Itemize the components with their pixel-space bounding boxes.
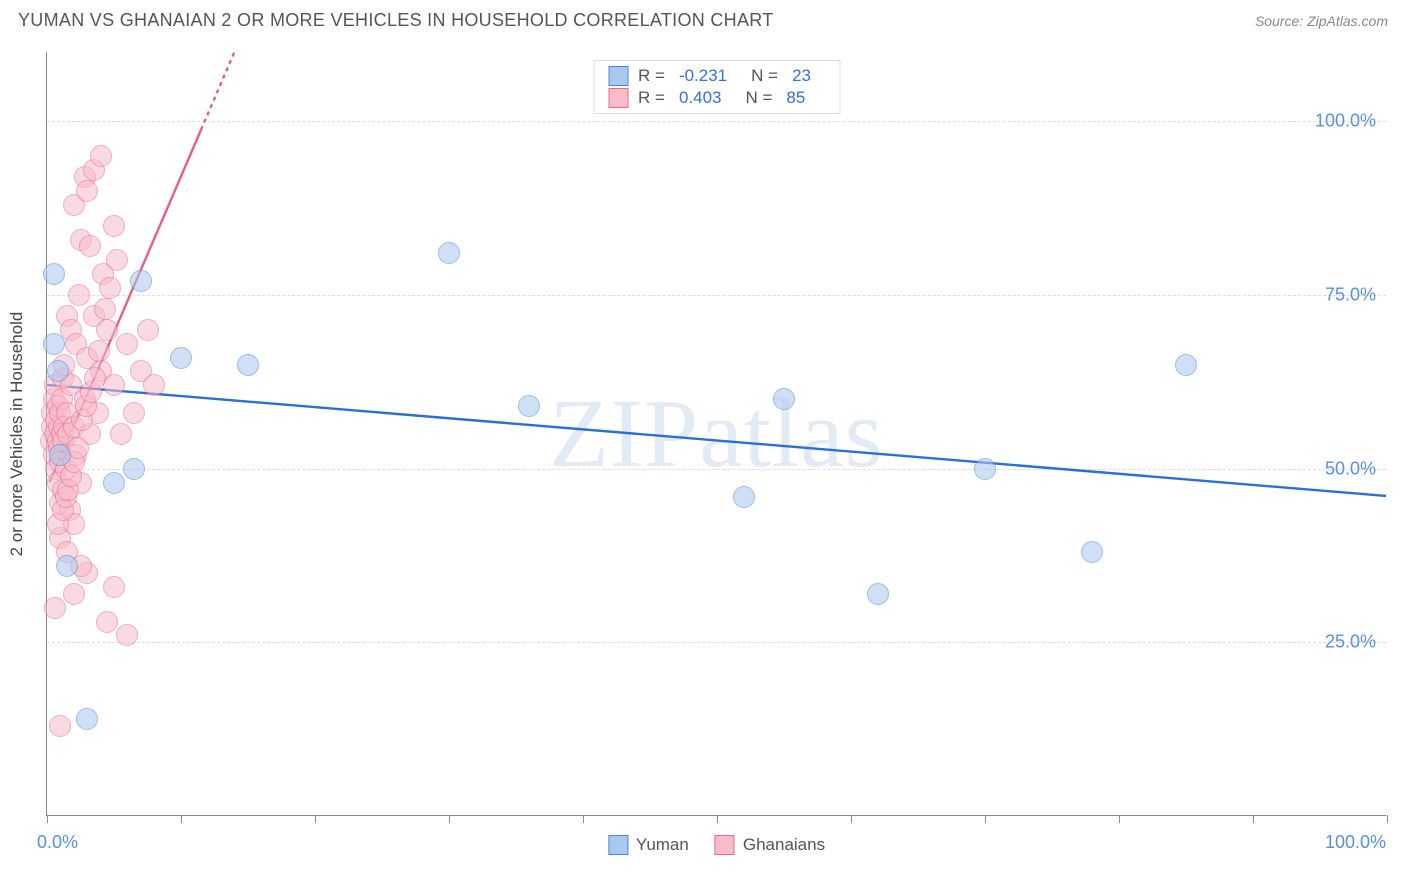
scatter-point-ghanaians: [99, 277, 121, 299]
r-value-ghanaians: 0.403: [679, 88, 722, 108]
scatter-point-ghanaians: [116, 624, 138, 646]
correlation-legend: R = -0.231 N = 23 R = 0.403 N = 85: [593, 60, 840, 114]
x-tick: [1253, 815, 1254, 823]
scatter-point-yuman: [170, 347, 192, 369]
swatch-ghanaians: [608, 88, 628, 108]
scatter-point-yuman: [47, 360, 69, 382]
scatter-point-yuman: [733, 486, 755, 508]
trend-lines: [47, 52, 1386, 815]
scatter-point-ghanaians: [79, 235, 101, 257]
scatter-point-yuman: [43, 333, 65, 355]
scatter-point-yuman: [438, 242, 460, 264]
legend-item-ghanaians: Ghanaians: [715, 835, 825, 855]
scatter-point-yuman: [974, 458, 996, 480]
scatter-point-ghanaians: [106, 249, 128, 271]
scatter-point-yuman: [1175, 354, 1197, 376]
scatter-point-yuman: [123, 458, 145, 480]
scatter-point-ghanaians: [137, 319, 159, 341]
legend-label-yuman: Yuman: [636, 835, 689, 855]
series-legend: Yuman Ghanaians: [608, 835, 825, 855]
x-tick: [1387, 815, 1388, 823]
y-tick-label: 75.0%: [1325, 285, 1376, 306]
n-label: N =: [745, 88, 772, 108]
scatter-point-ghanaians: [88, 340, 110, 362]
x-tick: [449, 815, 450, 823]
scatter-chart: 2 or more Vehicles in Household 25.0%50.…: [46, 52, 1386, 816]
scatter-point-ghanaians: [103, 576, 125, 598]
x-tick: [717, 815, 718, 823]
scatter-point-ghanaians: [110, 423, 132, 445]
x-tick: [583, 815, 584, 823]
x-tick: [1119, 815, 1120, 823]
scatter-point-ghanaians: [143, 374, 165, 396]
scatter-point-yuman: [103, 472, 125, 494]
scatter-point-ghanaians: [96, 611, 118, 633]
scatter-point-yuman: [76, 708, 98, 730]
swatch-yuman: [608, 66, 628, 86]
scatter-point-ghanaians: [76, 180, 98, 202]
scatter-point-yuman: [130, 270, 152, 292]
scatter-point-yuman: [1081, 541, 1103, 563]
scatter-point-yuman: [867, 583, 889, 605]
n-value-yuman: 23: [792, 66, 811, 86]
scatter-point-yuman: [49, 444, 71, 466]
scatter-point-yuman: [56, 555, 78, 577]
chart-header: YUMAN VS GHANAIAN 2 OR MORE VEHICLES IN …: [0, 0, 1406, 37]
x-tick: [47, 815, 48, 823]
x-tick: [315, 815, 316, 823]
n-value-ghanaians: 85: [786, 88, 805, 108]
scatter-point-ghanaians: [63, 583, 85, 605]
scatter-point-ghanaians: [116, 333, 138, 355]
gridline: [47, 469, 1386, 470]
scatter-point-ghanaians: [49, 715, 71, 737]
x-axis-min-label: 0.0%: [37, 832, 78, 853]
r-label: R =: [638, 88, 665, 108]
x-axis-max-label: 100.0%: [1325, 832, 1386, 853]
y-axis-title: 2 or more Vehicles in Household: [7, 311, 27, 556]
y-tick-label: 100.0%: [1315, 111, 1376, 132]
r-value-yuman: -0.231: [679, 66, 727, 86]
y-tick-label: 25.0%: [1325, 632, 1376, 653]
x-tick: [181, 815, 182, 823]
gridline: [47, 642, 1386, 643]
swatch-ghanaians: [715, 835, 735, 855]
legend-item-yuman: Yuman: [608, 835, 689, 855]
scatter-point-ghanaians: [94, 298, 116, 320]
legend-row-ghanaians: R = 0.403 N = 85: [608, 87, 825, 109]
n-label: N =: [751, 66, 778, 86]
legend-row-yuman: R = -0.231 N = 23: [608, 65, 825, 87]
scatter-point-yuman: [43, 263, 65, 285]
scatter-point-ghanaians: [103, 374, 125, 396]
scatter-point-ghanaians: [96, 319, 118, 341]
scatter-point-ghanaians: [68, 284, 90, 306]
x-tick: [851, 815, 852, 823]
x-tick: [985, 815, 986, 823]
watermark: ZIPatlas: [549, 378, 884, 490]
r-label: R =: [638, 66, 665, 86]
source-attribution: Source: ZipAtlas.com: [1255, 13, 1388, 29]
swatch-yuman: [608, 835, 628, 855]
scatter-point-ghanaians: [84, 367, 106, 389]
scatter-point-ghanaians: [123, 402, 145, 424]
y-tick-label: 50.0%: [1325, 458, 1376, 479]
scatter-point-yuman: [773, 388, 795, 410]
scatter-point-yuman: [518, 395, 540, 417]
scatter-point-ghanaians: [90, 145, 112, 167]
scatter-point-yuman: [237, 354, 259, 376]
gridline: [47, 295, 1386, 296]
chart-title: YUMAN VS GHANAIAN 2 OR MORE VEHICLES IN …: [18, 10, 774, 31]
scatter-point-ghanaians: [103, 215, 125, 237]
scatter-point-ghanaians: [44, 597, 66, 619]
legend-label-ghanaians: Ghanaians: [743, 835, 825, 855]
gridline: [47, 121, 1386, 122]
